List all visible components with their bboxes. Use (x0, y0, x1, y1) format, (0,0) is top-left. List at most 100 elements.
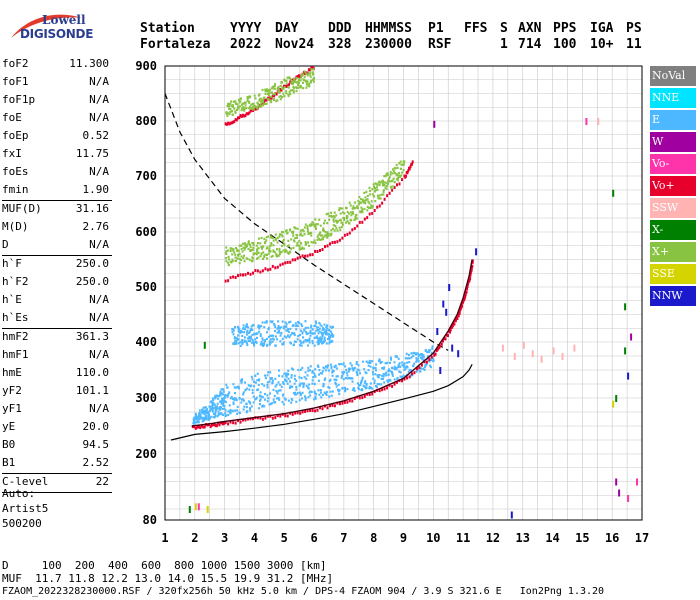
echo-point (358, 369, 361, 372)
echo-point (323, 391, 326, 394)
echo-point (322, 366, 325, 369)
echo-point (277, 320, 280, 323)
echo-point (281, 262, 284, 266)
echo-point (264, 392, 266, 396)
echo-point (387, 180, 390, 183)
param-value: 31.16 (75, 202, 109, 215)
echo-point (354, 207, 357, 210)
echo-point (209, 405, 212, 408)
echo-point (264, 253, 267, 256)
echo-point (464, 293, 467, 297)
echo-point (290, 81, 293, 84)
header-value-2: Nov24 (275, 37, 315, 52)
echo-point (271, 379, 274, 382)
echo-point (358, 396, 361, 400)
echo-point (346, 211, 349, 214)
echo-point (395, 163, 398, 167)
echo-point (323, 328, 326, 331)
echo-point (250, 325, 253, 328)
echo-point (406, 361, 409, 364)
echo-point (378, 358, 381, 361)
echo-point (284, 325, 287, 328)
echo-point (255, 341, 258, 344)
echo-point (344, 365, 347, 368)
echo-point (264, 88, 267, 91)
echo-point (232, 249, 235, 252)
echo-point (401, 163, 404, 166)
echo-point (227, 413, 230, 417)
echo-point (292, 230, 295, 233)
echo-point (345, 221, 347, 224)
echo-point (311, 379, 314, 382)
echo-point (336, 375, 339, 378)
echo-point (325, 213, 328, 216)
echo-point (303, 376, 306, 379)
echo-point (265, 239, 268, 242)
echo-point (406, 171, 409, 175)
echo-point (252, 324, 255, 327)
echo-point (310, 390, 313, 394)
echo-point (364, 202, 367, 205)
echo-point (319, 224, 322, 227)
param-row: hmF2 361.3 (2, 329, 112, 347)
echo-point (278, 247, 281, 250)
echo-point (403, 363, 406, 366)
echo-point (230, 100, 233, 103)
echo-point (264, 267, 267, 271)
echo-point (368, 212, 371, 216)
echo-point (272, 250, 275, 253)
echo-point (359, 201, 362, 204)
echo-point (302, 78, 305, 81)
echo-point (207, 416, 210, 420)
echo-point (309, 331, 312, 334)
echo-point (393, 378, 396, 381)
echo-point (319, 323, 322, 326)
echo-point (337, 389, 340, 393)
echo-point (374, 182, 377, 185)
echo-point (244, 418, 247, 422)
echo-point (324, 392, 327, 395)
echo-point (392, 185, 395, 188)
echo-point (251, 257, 254, 260)
echo-point (335, 367, 338, 370)
echo-point (254, 105, 257, 108)
echo-point (233, 107, 236, 110)
echo-point (371, 193, 374, 196)
echo-point (236, 338, 239, 341)
echo-point (375, 369, 377, 372)
echo-point (427, 349, 430, 352)
echo-point (304, 79, 307, 82)
echo-point (427, 355, 430, 358)
echo-point (240, 259, 243, 262)
echo-point (346, 371, 348, 374)
echo-point (218, 407, 221, 410)
param-value: N/A (89, 293, 109, 306)
echo-point (347, 212, 350, 215)
echo-point (300, 75, 303, 78)
echo-point (251, 248, 254, 252)
echo-point (226, 112, 229, 115)
echo-point (357, 199, 360, 203)
echo-point (239, 420, 242, 424)
echo-point (352, 387, 355, 390)
echo-point (312, 73, 315, 76)
echo-point (194, 426, 197, 430)
echo-point (312, 68, 315, 71)
echo-point (475, 248, 478, 256)
echo-point (227, 393, 230, 396)
echo-point (223, 396, 226, 399)
echo-point (389, 185, 392, 188)
echo-point (323, 229, 325, 232)
echo-point (233, 251, 236, 254)
echo-point (297, 244, 300, 247)
echo-point (248, 107, 251, 110)
echo-point (252, 253, 255, 256)
echo-point (274, 233, 277, 236)
echo-point (412, 364, 415, 367)
echo-point (368, 193, 371, 196)
echo-point (402, 374, 405, 377)
echo-point (228, 105, 231, 108)
echo-point (388, 368, 391, 371)
echo-point (314, 395, 317, 398)
echo-point (350, 219, 353, 222)
